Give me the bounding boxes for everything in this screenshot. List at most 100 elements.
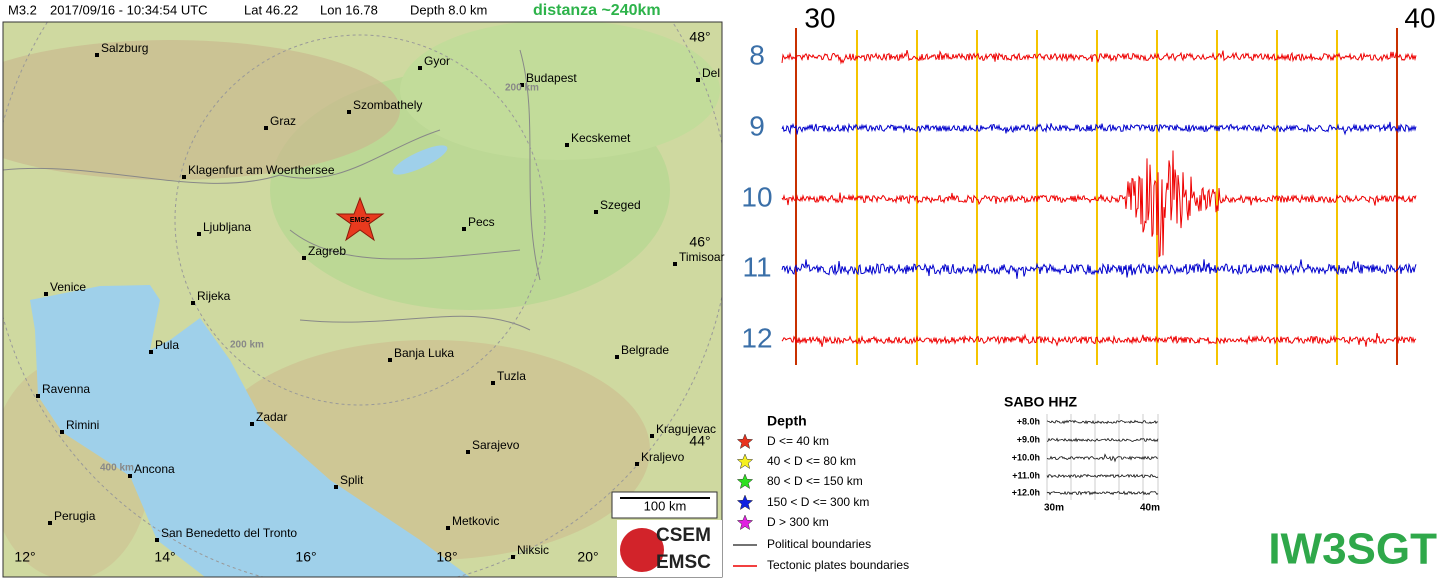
epicenter-star	[335, 196, 385, 242]
city-label: Zagreb	[308, 244, 346, 258]
thumb-row-label: +12.0h	[1012, 487, 1040, 497]
thumb-x-label: 30m	[1044, 503, 1064, 514]
city-dot	[250, 422, 254, 426]
thumb-trace	[1046, 419, 1159, 425]
logo-bottom: EMSC	[656, 552, 711, 573]
legend-item: 150 < D <= 300 km	[767, 495, 869, 509]
city-dot	[511, 555, 515, 559]
city-labels: Salzburg Gyor Budapest Del Szombathely Graz Ke…	[36, 41, 725, 559]
city-label: Rijeka	[197, 289, 231, 303]
city-dot	[418, 66, 422, 70]
city-dot	[446, 526, 450, 530]
city-label: Pecs	[468, 215, 495, 229]
thumb-title: SABO HHZ	[1004, 394, 1078, 410]
legend-line-label: Political boundaries	[767, 537, 871, 551]
depth: Depth 8.0 km	[410, 2, 487, 17]
logo-top: CSEM	[656, 525, 711, 546]
thumb-row-label: +10.0h	[1012, 452, 1040, 462]
seismic-trace	[781, 49, 1417, 65]
city-dot	[466, 450, 470, 454]
ring-label: 400 km	[100, 463, 134, 474]
thumb-trace	[1046, 490, 1159, 496]
city-dot	[388, 358, 392, 362]
city-label: Sarajevo	[472, 438, 520, 452]
city-dot	[696, 78, 700, 82]
legend-item: D <= 40 km	[767, 434, 829, 448]
minute-label: 30	[804, 2, 835, 33]
city-dot	[155, 538, 159, 542]
city-dot	[650, 434, 654, 438]
sea	[30, 285, 470, 577]
city-dot	[462, 227, 466, 231]
seismic-trace	[781, 121, 1417, 136]
legend-star	[736, 473, 754, 490]
city-dot	[673, 262, 677, 266]
legend-item: D > 300 km	[767, 515, 829, 529]
city-label: Split	[340, 473, 364, 487]
city-dot	[565, 143, 569, 147]
distance-ring	[174, 34, 546, 406]
city-dot	[264, 126, 268, 130]
city-dot	[491, 381, 495, 385]
city-label: Metkovic	[452, 514, 499, 528]
logo-circle	[620, 528, 664, 572]
city-label: Zadar	[256, 410, 287, 424]
minute-label: 40	[1404, 2, 1435, 33]
city-label: Ljubljana	[203, 220, 251, 234]
legend-title: Depth	[767, 413, 807, 429]
thumb-x-label: 40m	[1140, 503, 1160, 514]
lat-label: 46°	[689, 234, 710, 250]
lon-label: 12°	[14, 549, 35, 565]
legend-star	[736, 494, 754, 511]
lake	[392, 145, 448, 175]
city-dot	[302, 256, 306, 260]
ring-label: 200 km	[505, 83, 539, 94]
thumb-trace	[1046, 473, 1159, 479]
lon-label: 18°	[436, 549, 457, 565]
distance: distanza ~240km	[533, 2, 661, 19]
city-label: Ravenna	[42, 382, 90, 396]
ring-label: 200 km	[230, 340, 264, 351]
city-dot	[520, 83, 524, 87]
city-label: Salzburg	[101, 41, 148, 55]
callsign: IW3SGT	[1268, 525, 1437, 574]
plain	[400, 22, 720, 160]
city-label: Del	[702, 66, 720, 80]
marker-label: EMSC	[350, 217, 370, 224]
thumb-row-label: +8.0h	[1017, 416, 1040, 426]
lat-label: 48°	[689, 29, 710, 45]
city-dot	[347, 110, 351, 114]
city-label: Szeged	[600, 198, 641, 212]
magnitude: M3.2	[8, 2, 37, 17]
scale-box	[611, 491, 718, 519]
map	[3, 22, 722, 577]
city-dot	[191, 301, 195, 305]
seismic-trace	[781, 259, 1417, 279]
city-label: Klagenfurt am Woerthersee	[188, 163, 335, 177]
city-dot	[594, 210, 598, 214]
city-label: Tuzla	[497, 369, 526, 383]
city-label: Belgrade	[621, 343, 669, 357]
city-dot	[149, 350, 153, 354]
city-label: San Benedetto del Tronto	[161, 526, 297, 540]
city-label: Kecskemet	[571, 131, 631, 145]
city-label: Graz	[270, 114, 296, 128]
city-label: Timisoar	[679, 250, 725, 264]
legend-line-label: Tectonic plates boundaries	[767, 558, 909, 572]
legend-star	[736, 453, 754, 470]
city-dot	[197, 232, 201, 236]
alps	[3, 40, 400, 180]
thumb-row-label: +9.0h	[1017, 434, 1040, 444]
lon: Lon 16.78	[320, 2, 378, 17]
hour-label: 8	[749, 39, 765, 70]
city-dot	[95, 53, 99, 57]
lon-label: 16°	[295, 549, 316, 565]
city-label: Perugia	[54, 509, 96, 523]
thumb-row-label: +11.0h	[1012, 470, 1040, 480]
city-label: Budapest	[526, 71, 577, 85]
map-border	[2, 21, 723, 578]
city-label: Kragujevac	[656, 422, 716, 436]
legend-item: 40 < D <= 80 km	[767, 454, 856, 468]
